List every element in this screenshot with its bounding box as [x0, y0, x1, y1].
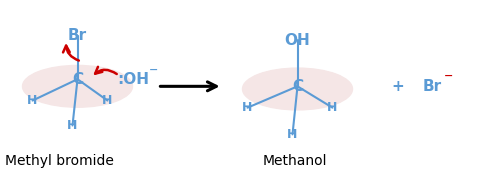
FancyArrowPatch shape [63, 46, 79, 61]
Text: H: H [68, 119, 78, 132]
Text: C: C [72, 72, 83, 87]
Ellipse shape [242, 68, 352, 110]
Text: −: − [149, 64, 158, 74]
Text: C: C [292, 79, 303, 94]
Text: Br: Br [423, 79, 442, 94]
Text: Methanol: Methanol [262, 154, 327, 168]
Text: H: H [288, 128, 298, 141]
Text: Br: Br [68, 28, 87, 43]
Text: OH: OH [284, 33, 310, 48]
Ellipse shape [22, 66, 132, 107]
Text: +: + [391, 79, 404, 94]
Text: H: H [28, 94, 38, 107]
Text: Methyl bromide: Methyl bromide [5, 154, 114, 168]
Text: :OH: :OH [118, 72, 150, 87]
FancyArrowPatch shape [95, 67, 117, 74]
Text: H: H [328, 101, 338, 114]
Text: H: H [242, 101, 252, 114]
Text: H: H [102, 94, 113, 107]
Text: −: − [444, 71, 454, 81]
